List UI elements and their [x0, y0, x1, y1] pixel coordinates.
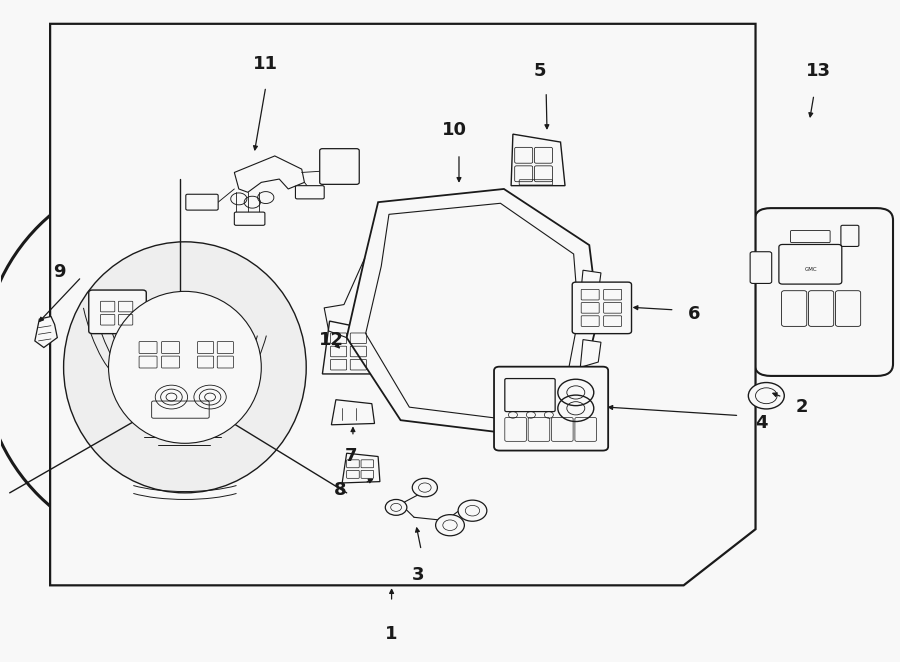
Ellipse shape — [0, 169, 369, 552]
FancyBboxPatch shape — [754, 208, 893, 376]
FancyBboxPatch shape — [89, 290, 147, 334]
Polygon shape — [346, 189, 598, 434]
Text: 4: 4 — [755, 414, 768, 432]
FancyBboxPatch shape — [750, 252, 771, 283]
Text: GMC: GMC — [805, 267, 817, 272]
Text: 1: 1 — [385, 625, 398, 643]
Polygon shape — [322, 321, 376, 374]
Polygon shape — [580, 340, 601, 367]
Text: 5: 5 — [534, 62, 546, 80]
Text: 2: 2 — [796, 398, 808, 416]
FancyBboxPatch shape — [494, 367, 608, 451]
Polygon shape — [511, 134, 565, 185]
FancyBboxPatch shape — [234, 212, 265, 225]
Circle shape — [748, 383, 784, 409]
Text: 8: 8 — [334, 481, 346, 498]
Polygon shape — [331, 400, 374, 425]
Circle shape — [436, 514, 464, 536]
FancyBboxPatch shape — [295, 185, 324, 199]
FancyBboxPatch shape — [841, 225, 859, 246]
Text: 3: 3 — [412, 565, 425, 583]
FancyBboxPatch shape — [572, 282, 632, 334]
Polygon shape — [50, 24, 755, 585]
Text: 10: 10 — [442, 121, 467, 140]
Text: 9: 9 — [53, 263, 66, 281]
Polygon shape — [35, 316, 58, 348]
Polygon shape — [342, 453, 380, 483]
Text: 6: 6 — [688, 305, 700, 324]
FancyBboxPatch shape — [185, 194, 218, 210]
Text: 12: 12 — [319, 331, 344, 349]
Text: 13: 13 — [806, 62, 831, 80]
Text: 11: 11 — [253, 56, 278, 73]
FancyBboxPatch shape — [320, 149, 359, 184]
Circle shape — [412, 479, 437, 496]
Text: 7: 7 — [345, 447, 357, 465]
Circle shape — [385, 499, 407, 515]
Circle shape — [458, 500, 487, 521]
Ellipse shape — [109, 291, 261, 444]
Ellipse shape — [64, 242, 306, 493]
Polygon shape — [580, 270, 601, 298]
